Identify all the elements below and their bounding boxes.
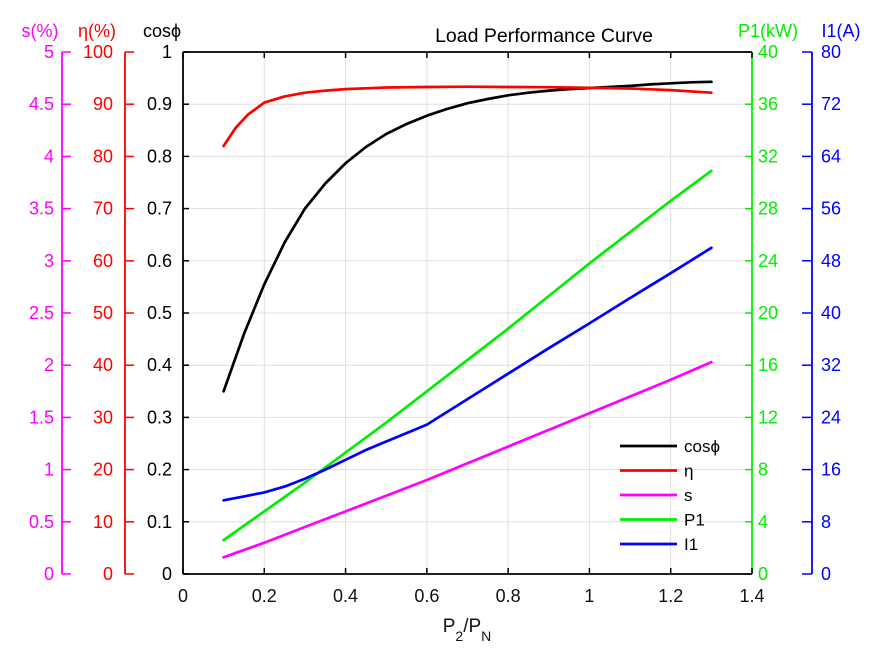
tick-label-s: 3.5	[29, 199, 54, 219]
tick-label-i1: 32	[821, 355, 841, 375]
grid-layer	[183, 52, 752, 574]
y-axis-title-cosphi: cosϕ	[143, 21, 181, 41]
tick-label-cos: 0	[162, 564, 172, 584]
tick-label-p1: 36	[758, 94, 778, 114]
legend-label: s	[684, 486, 693, 505]
tick-label-s: 1.5	[29, 407, 54, 427]
plot-border: 0 0.2 0.4 0.6 0.8 1 1.2 1.4	[178, 51, 765, 606]
tick-label-eta: 0	[103, 564, 113, 584]
tick-label-p1: 12	[758, 407, 778, 427]
tick-label-s: 0.5	[29, 512, 54, 532]
tick-label-i1: 80	[821, 42, 841, 62]
legend-label: P1	[684, 511, 705, 530]
tick-label-s: 4	[44, 146, 54, 166]
tick-label-eta: 40	[93, 355, 113, 375]
tick-label-cos: 0.5	[147, 303, 172, 323]
series-line-4	[222, 246, 713, 502]
y-axis-title-i1: I1(A)	[821, 21, 860, 41]
legend-label: I1	[684, 535, 698, 554]
legend-item-2: s	[620, 486, 693, 505]
tick-label-p1: 24	[758, 251, 778, 271]
tick-label-eta: 60	[93, 251, 113, 271]
tick-label-eta: 10	[93, 512, 113, 532]
tick-label-s: 2	[44, 355, 54, 375]
y-axis-i1: 0 8 16 24 32 40 48 56 64 72 80	[802, 42, 841, 584]
legend-label: cosϕ	[684, 437, 720, 456]
x-tick-label: 0.4	[333, 586, 358, 606]
tick-label-p1: 40	[758, 42, 778, 62]
x-tick-label: 0.2	[252, 586, 277, 606]
series-line-2	[222, 360, 713, 559]
tick-label-s: 0	[44, 564, 54, 584]
tick-label-cos: 0.2	[147, 460, 172, 480]
series-line-0	[222, 80, 713, 393]
y-axis-cos: 0 0.1 0.2 0.3 0.4 0.5 0.6 0.7 0.8 0.9 1	[147, 42, 189, 584]
legend-item-0: cosϕ	[620, 437, 720, 456]
series-line-1	[222, 85, 713, 148]
tick-label-i1: 24	[821, 407, 841, 427]
tick-label-eta: 50	[93, 303, 113, 323]
tick-label-i1: 0	[821, 564, 831, 584]
tick-label-cos: 1	[162, 42, 172, 62]
tick-label-eta: 100	[83, 42, 113, 62]
y-axis-title-p1: P1(kW)	[738, 21, 798, 41]
y-axis-title-eta: η(%)	[78, 21, 116, 41]
chart-legend: cosϕ ηs P1 I1	[620, 437, 720, 554]
tick-label-i1: 72	[821, 94, 841, 114]
x-axis-title: P2/PN	[443, 616, 492, 644]
y-axis-p1: 0 4 8 12 16 20 24 28 32 36 40	[745, 42, 778, 584]
tick-label-cos: 0.7	[147, 199, 172, 219]
tick-label-cos: 0.1	[147, 512, 172, 532]
x-tick-label: 1.4	[739, 586, 764, 606]
tick-label-i1: 16	[821, 460, 841, 480]
tick-label-p1: 16	[758, 355, 778, 375]
y-axis-title-s: s(%)	[22, 21, 59, 41]
x-tick-label: 1.2	[658, 586, 683, 606]
tick-label-s: 1	[44, 460, 54, 480]
x-tick-label: 0.6	[414, 586, 439, 606]
x-tick-label: 1	[584, 586, 594, 606]
tick-label-eta: 30	[93, 407, 113, 427]
tick-label-i1: 48	[821, 251, 841, 271]
y-axis-s: 0 0.5 1 1.5 2 2.5 3 3.5 4 4.5 5	[29, 42, 71, 584]
x-tick-label: 0.8	[496, 586, 521, 606]
tick-label-s: 3	[44, 251, 54, 271]
tick-label-p1: 0	[758, 564, 768, 584]
chart-title: Load Performance Curve	[435, 25, 653, 47]
legend-item-1: η	[620, 462, 693, 481]
tick-label-p1: 4	[758, 512, 768, 532]
tick-label-p1: 20	[758, 303, 778, 323]
tick-label-p1: 28	[758, 199, 778, 219]
tick-label-p1: 8	[758, 460, 768, 480]
chart-render-root: 00.511.522.533.544.550102030405060708090…	[29, 42, 841, 606]
tick-label-eta: 90	[93, 94, 113, 114]
tick-label-s: 4.5	[29, 94, 54, 114]
tick-label-eta: 70	[93, 199, 113, 219]
legend-item-3: P1	[620, 511, 705, 530]
tick-label-eta: 80	[93, 146, 113, 166]
tick-label-eta: 20	[93, 460, 113, 480]
tick-label-cos: 0.4	[147, 355, 172, 375]
tick-label-cos: 0.6	[147, 251, 172, 271]
legend-item-4: I1	[620, 535, 698, 554]
y-axis-eta: 0 10 20 30 40 50 60 70 80 90 100	[83, 42, 134, 584]
tick-label-cos: 0.8	[147, 146, 172, 166]
tick-label-cos: 0.9	[147, 94, 172, 114]
legend-label: η	[684, 462, 693, 481]
series-line-3	[222, 169, 713, 542]
tick-label-p1: 32	[758, 146, 778, 166]
tick-label-i1: 64	[821, 146, 841, 166]
tick-label-cos: 0.3	[147, 407, 172, 427]
x-tick-label: 0	[178, 586, 188, 606]
tick-label-i1: 56	[821, 199, 841, 219]
tick-label-i1: 40	[821, 303, 841, 323]
tick-label-s: 5	[44, 42, 54, 62]
tick-label-i1: 8	[821, 512, 831, 532]
tick-label-s: 2.5	[29, 303, 54, 323]
